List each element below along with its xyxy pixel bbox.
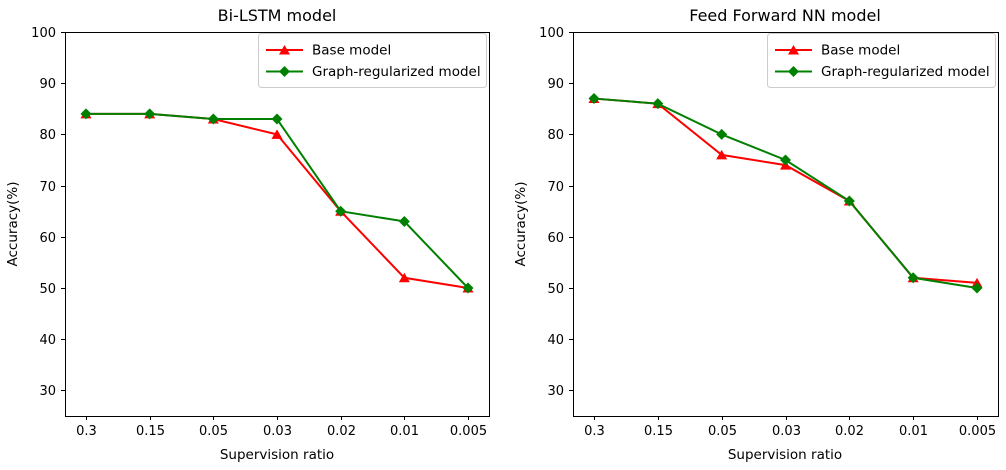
y-tick-label: 30 (547, 384, 564, 399)
y-tick-label: 70 (547, 180, 564, 195)
x-tick-label: 0.02 (327, 424, 356, 439)
chart-title: Bi-LSTM model (218, 6, 337, 25)
plot-dynamic: 30 40 50 60 70 80 90 100 0.3 0.15 0.05 0.03 0.02 0.01… (539, 26, 999, 439)
bilstm-chart: 30 40 50 60 70 80 90 100 0.3 0.15 0.05 0.03 0.02 0.01… (5, 6, 490, 463)
data-point-marker (398, 215, 410, 227)
y-tick-label: 40 (547, 333, 564, 348)
y-tick-label: 50 (39, 282, 56, 297)
data-point-marker (716, 128, 728, 140)
legend-label-graph: Graph-regularized model (821, 64, 990, 80)
y-tick-label: 100 (31, 26, 56, 41)
y-tick-label: 80 (547, 128, 564, 143)
data-point-marker (335, 205, 347, 217)
y-tick-label: 60 (39, 231, 56, 246)
plot-border (65, 32, 490, 417)
data-point-marker (271, 129, 283, 139)
chart-title: Feed Forward NN model (689, 6, 881, 25)
data-point-marker (652, 98, 664, 110)
legend-box (258, 33, 487, 88)
data-point-marker (398, 272, 410, 283)
data-point-marker (780, 154, 791, 166)
x-tick-label: 0.3 (76, 424, 97, 439)
triangle-marker-icon (279, 45, 290, 55)
data-point-marker (80, 108, 92, 120)
y-axis-label: Accuracy(%) (513, 182, 529, 267)
y-tick-label: 70 (39, 180, 56, 195)
data-point-marker (588, 93, 600, 105)
diamond-marker-icon (788, 66, 799, 77)
data-point-marker (907, 272, 919, 284)
feedforward-chart: 30 40 50 60 70 80 90 100 0.3 0.15 0.05 0.03 0.02 0.01… (513, 6, 999, 463)
y-tick-label: 40 (39, 333, 56, 348)
legend-label-graph: Graph-regularized model (312, 64, 481, 80)
triangle-marker-icon (788, 45, 799, 55)
y-tick-label: 90 (547, 77, 564, 92)
x-tick-label: 0.02 (835, 424, 864, 439)
x-tick-label: 0.01 (390, 424, 419, 439)
legend-item-graph: Graph-regularized model (775, 64, 990, 80)
data-point-marker (144, 108, 156, 120)
legend: Base model Graph-regularized model (767, 33, 996, 88)
x-axis-label: Supervision ratio (220, 447, 334, 463)
feedforward-chart-panel: 30 40 50 60 70 80 90 100 0.3 0.15 0.05 0.03 0.02 0.01… (503, 0, 1006, 470)
plot-border (573, 32, 999, 417)
data-point-marker (843, 195, 855, 207)
legend-box (767, 33, 996, 88)
bilstm-chart-panel: 30 40 50 60 70 80 90 100 0.3 0.15 0.05 0.03 0.02 0.01… (5, 6, 490, 463)
x-tick-label: 0.15 (644, 424, 673, 439)
series-line (593, 97, 978, 289)
x-tick-label: 0.03 (772, 424, 801, 439)
data-point-marker (716, 149, 728, 160)
legend: Base model Graph-regularized model (258, 33, 487, 88)
legend-label-base: Base model (312, 43, 391, 59)
series-line (86, 112, 469, 289)
x-axis-label: Supervision ratio (728, 447, 842, 463)
y-tick-label: 30 (39, 384, 56, 399)
data-point-marker (971, 282, 983, 294)
y-tick-label: 50 (547, 282, 564, 297)
y-tick-label: 90 (39, 77, 56, 92)
data-point-marker (271, 113, 283, 125)
series-line (593, 97, 978, 284)
y-tick-label: 80 (39, 128, 56, 143)
legend-item-graph: Graph-regularized model (266, 64, 481, 80)
diamond-marker-icon (279, 66, 290, 77)
x-tick-label: 0.005 (959, 424, 996, 439)
data-point-marker (462, 282, 474, 294)
y-tick-label: 60 (547, 231, 564, 246)
x-tick-label: 0.15 (136, 424, 165, 439)
x-tick-label: 0.3 (584, 424, 605, 439)
x-tick-label: 0.03 (263, 424, 292, 439)
plot-dynamic: 30 40 50 60 70 80 90 100 0.3 0.15 0.05 0.03 0.02 0.01… (31, 26, 490, 439)
legend-item-base: Base model (775, 43, 900, 59)
y-axis-label: Accuracy(%) (5, 182, 21, 267)
legend-item-base: Base model (266, 43, 391, 59)
legend-label-base: Base model (821, 43, 900, 59)
series-line (86, 112, 469, 289)
x-tick-label: 0.01 (899, 424, 928, 439)
x-tick-label: 0.005 (450, 424, 487, 439)
x-tick-label: 0.05 (708, 424, 737, 439)
x-tick-label: 0.05 (199, 424, 228, 439)
data-point-marker (207, 113, 219, 125)
y-tick-label: 100 (539, 26, 564, 41)
